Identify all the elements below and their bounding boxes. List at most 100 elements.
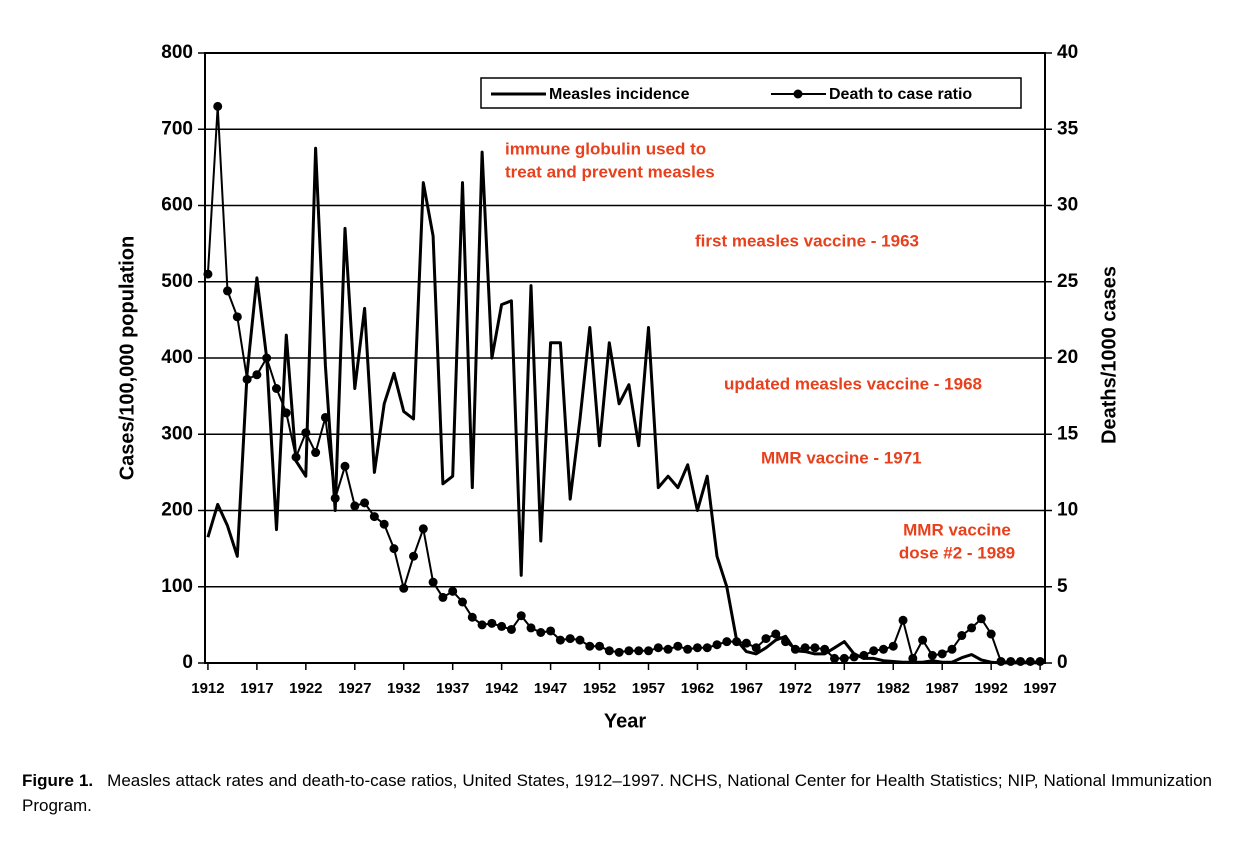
y2-tick-label: 30 [1057, 195, 1078, 216]
x-tick-label: 1977 [828, 680, 861, 697]
series-marker [653, 643, 663, 653]
series-marker [409, 551, 419, 561]
series-marker [516, 611, 526, 621]
series-marker [967, 623, 977, 633]
series-marker [604, 646, 614, 656]
series-marker [800, 643, 810, 653]
series-marker [271, 384, 281, 393]
series-marker [673, 641, 683, 651]
y-tick-label: 700 [161, 118, 193, 139]
x-tick-label: 1947 [534, 680, 567, 697]
series-marker [839, 653, 849, 663]
x-tick-label: 1922 [289, 680, 322, 697]
series-marker [506, 624, 516, 634]
x-tick-label: 1987 [926, 680, 959, 697]
series-marker [663, 644, 673, 654]
x-tick-label: 1982 [877, 680, 910, 697]
y2-tick-label: 0 [1057, 652, 1068, 673]
series-marker [213, 101, 223, 111]
series-marker [320, 412, 330, 422]
series-marker [340, 461, 350, 471]
y-tick-label: 200 [161, 500, 193, 521]
series-marker [859, 650, 869, 660]
series-marker [927, 650, 937, 660]
series-marker [1035, 656, 1045, 666]
y-tick-label: 300 [161, 423, 193, 444]
x-tick-label: 1957 [632, 680, 665, 697]
series-marker [291, 452, 301, 462]
x-tick-label: 1942 [485, 680, 518, 697]
series-marker [242, 374, 252, 384]
series-marker [585, 641, 595, 651]
series-marker [311, 448, 321, 458]
series-marker [761, 634, 771, 644]
series-marker [232, 312, 242, 322]
series-marker [937, 649, 947, 659]
x-tick-label: 1972 [779, 680, 812, 697]
series-marker [957, 631, 967, 641]
series-marker [428, 577, 438, 587]
x-tick-label: 1952 [583, 680, 616, 697]
series-marker [281, 408, 291, 418]
series-marker [546, 626, 556, 636]
x-tick-label: 1927 [338, 680, 371, 697]
series-marker [810, 643, 820, 653]
series-marker [389, 544, 399, 554]
x-tick-label: 1997 [1023, 680, 1056, 697]
series-marker [712, 640, 722, 650]
series-marker [692, 643, 702, 653]
y-tick-label: 600 [161, 195, 193, 216]
y2-tick-label: 40 [1057, 42, 1078, 63]
series-marker [781, 637, 791, 647]
series-marker [878, 644, 888, 654]
series-marker [595, 641, 605, 651]
series-marker [614, 647, 624, 657]
series-marker [350, 501, 360, 511]
series-marker [947, 644, 957, 654]
series-marker [262, 353, 272, 363]
series-marker [986, 629, 996, 639]
series-line [206, 105, 1041, 663]
series-marker [996, 656, 1006, 666]
series-line [206, 146, 1041, 665]
y-axis-title: Cases/100,000 population [116, 236, 138, 481]
series-marker [771, 629, 781, 639]
series-marker [1006, 656, 1016, 666]
x-tick-label: 1932 [387, 680, 420, 697]
annotation: first measles vaccine - 1963 [695, 231, 919, 250]
legend-label: Death to case ratio [829, 86, 972, 103]
series-marker [643, 646, 653, 656]
y-tick-label: 100 [161, 576, 193, 597]
series-marker [330, 493, 340, 503]
series-marker [467, 612, 477, 622]
series-marker [741, 638, 751, 648]
series-marker [448, 586, 458, 596]
series-marker [918, 635, 928, 645]
y-tick-label: 400 [161, 347, 193, 368]
series-marker [908, 653, 918, 663]
series-marker [477, 620, 487, 630]
y2-axis-title: Deaths/1000 cases [1098, 266, 1120, 444]
x-tick-label: 1917 [240, 680, 273, 697]
series-marker [369, 512, 379, 522]
series-marker [624, 646, 634, 656]
series-marker [438, 592, 448, 602]
series-marker [418, 524, 428, 534]
y2-tick-label: 10 [1057, 500, 1078, 521]
caption: Figure 1. Measles attack rates and death-… [22, 768, 1212, 818]
series-marker [849, 652, 859, 662]
x-axis-title: Year [604, 710, 646, 732]
y2-tick-label: 25 [1057, 271, 1079, 292]
series-marker [898, 615, 908, 625]
legend-label: Measles incidence [549, 86, 690, 103]
series-marker [683, 644, 693, 654]
series-marker [976, 614, 986, 624]
annotation: MMR vaccine [903, 520, 1011, 539]
series-marker [702, 643, 712, 653]
series-marker [722, 637, 732, 647]
series-marker [820, 644, 830, 654]
series-marker [1025, 656, 1035, 666]
series-marker [360, 498, 370, 508]
series-marker [457, 597, 467, 607]
y2-tick-label: 5 [1057, 576, 1068, 597]
